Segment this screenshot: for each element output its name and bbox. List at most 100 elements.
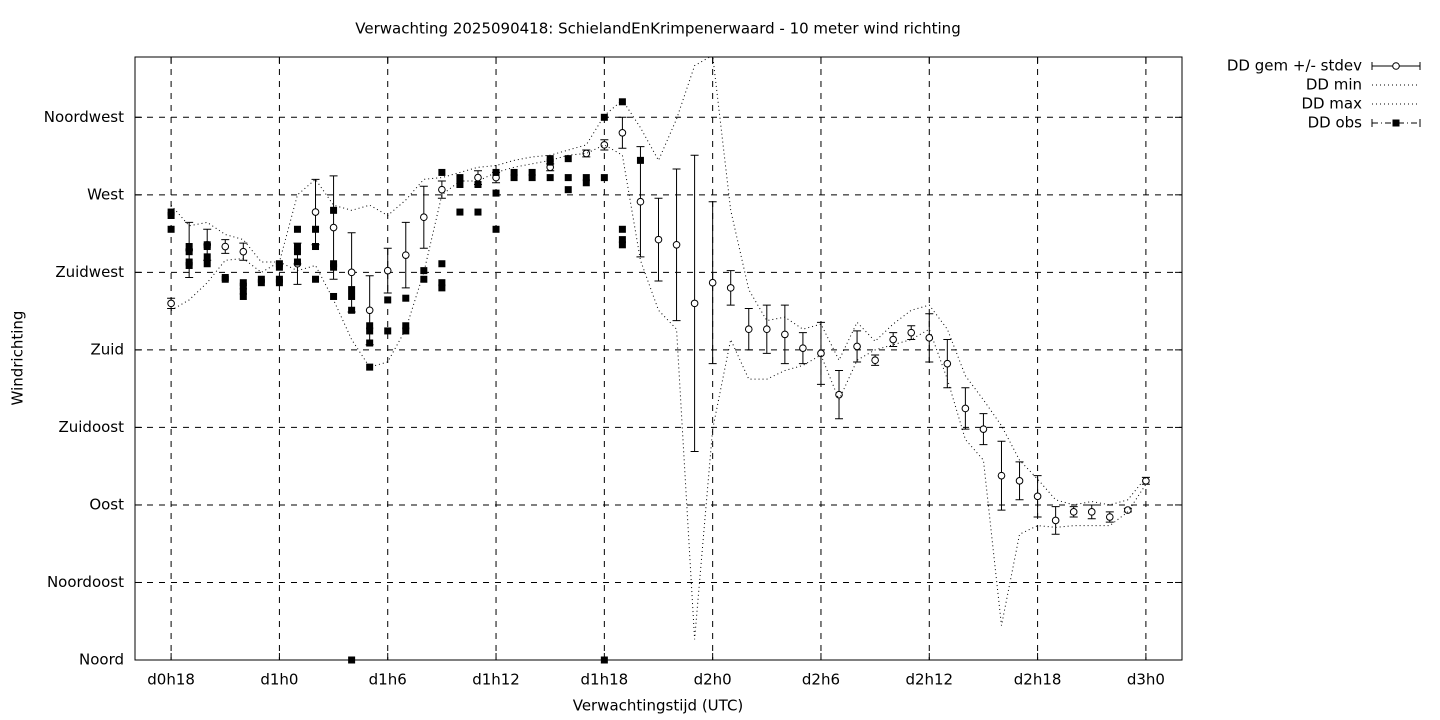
mean-point	[600, 141, 609, 149]
obs-point	[203, 243, 211, 251]
x-tick-label: d1h6	[369, 671, 407, 689]
obs-point	[312, 225, 320, 233]
obs-point	[402, 294, 410, 302]
mean-point	[654, 235, 663, 244]
x-tick-label: d2h18	[1014, 671, 1062, 689]
obs-point	[456, 174, 464, 182]
obs-point	[636, 156, 644, 164]
obs-point	[293, 258, 301, 266]
x-tick-label: d1h0	[260, 671, 298, 689]
x-tick-label: d2h12	[905, 671, 953, 689]
y-tick-label: Oost	[89, 495, 124, 513]
obs-point	[618, 241, 626, 249]
mean-point	[438, 185, 446, 194]
obs-point	[275, 279, 283, 287]
y-tick-label: Noord	[79, 651, 124, 669]
mean-point	[1033, 492, 1042, 501]
obs-point	[275, 263, 283, 271]
mean-point	[618, 129, 627, 137]
mean-point	[401, 251, 410, 259]
obs-point	[492, 189, 500, 197]
legend-label: DD max	[1301, 95, 1362, 113]
mean-point	[799, 344, 807, 352]
legend-marker	[1392, 62, 1400, 70]
obs-point	[438, 284, 446, 292]
x-tick-label: d3h0	[1127, 671, 1165, 689]
legend-label: DD obs	[1308, 114, 1363, 132]
mean-point	[871, 356, 879, 365]
mean-point	[925, 334, 934, 342]
obs-point	[474, 208, 482, 216]
obs-point	[420, 275, 428, 283]
obs-point	[330, 206, 338, 214]
mean-point	[889, 335, 897, 344]
obs-point	[438, 279, 446, 287]
x-tick-label: d2h0	[694, 671, 732, 689]
obs-point	[600, 113, 608, 121]
obs-point	[330, 292, 338, 300]
mean-point	[835, 390, 843, 399]
obs-point	[492, 168, 500, 176]
mean-point	[817, 349, 825, 358]
mean-point	[365, 306, 374, 315]
obs-point	[330, 263, 338, 271]
mean-point	[1087, 508, 1096, 516]
obs-point	[366, 322, 374, 330]
obs-point	[582, 174, 590, 182]
obs-point	[564, 186, 572, 194]
mean-point	[636, 197, 645, 206]
mean-point	[763, 325, 771, 334]
y-tick-label: Zuid	[91, 340, 124, 358]
obs-point	[564, 174, 572, 182]
mean-point	[1015, 477, 1024, 485]
obs-point	[546, 158, 554, 166]
mean-point	[781, 330, 789, 339]
mean-point	[582, 149, 591, 158]
obs-point	[546, 174, 554, 182]
y-tick-label: West	[87, 185, 124, 203]
obs-point	[600, 656, 608, 664]
obs-point	[600, 174, 608, 182]
x-tick-label: d1h12	[472, 671, 520, 689]
mean-point	[167, 299, 175, 308]
chart-title: Verwachting 2025090418: SchielandEnKrimp…	[355, 20, 960, 38]
mean-point	[961, 404, 970, 413]
obs-point	[456, 208, 464, 216]
obs-point	[402, 322, 410, 330]
mean-point	[853, 342, 861, 351]
obs-point	[384, 296, 392, 304]
obs-point	[221, 275, 229, 283]
obs-point	[293, 225, 301, 233]
legend-label: DD gem +/- stdev	[1227, 57, 1362, 75]
mean-point	[690, 299, 699, 308]
mean-point	[383, 266, 392, 275]
obs-point	[239, 282, 247, 290]
obs-point	[239, 287, 247, 295]
y-tick-label: Noordwest	[44, 108, 124, 126]
obs-point	[510, 168, 518, 176]
obs-point	[167, 225, 175, 233]
mean-point	[239, 247, 248, 256]
obs-point	[293, 243, 301, 251]
x-tick-label: d2h6	[802, 671, 840, 689]
obs-point	[348, 292, 356, 300]
mean-point	[943, 359, 952, 368]
obs-point	[564, 155, 572, 163]
legend-marker	[1392, 119, 1400, 127]
obs-point	[348, 286, 356, 294]
mean-point	[347, 268, 356, 277]
mean-point	[708, 278, 717, 287]
mean-point	[1069, 508, 1078, 516]
x-axis-label: Verwachtingstijd (UTC)	[573, 697, 744, 715]
obs-point	[348, 656, 356, 664]
plot-frame	[134, 56, 1183, 661]
plot-area	[167, 57, 1150, 640]
obs-point	[293, 248, 301, 256]
mean-point	[1142, 477, 1150, 485]
obs-point	[203, 253, 211, 261]
y-axis-label: Windrichting	[9, 311, 27, 406]
obs-point	[492, 225, 500, 233]
obs-point	[312, 275, 320, 283]
mean-point	[744, 325, 753, 334]
